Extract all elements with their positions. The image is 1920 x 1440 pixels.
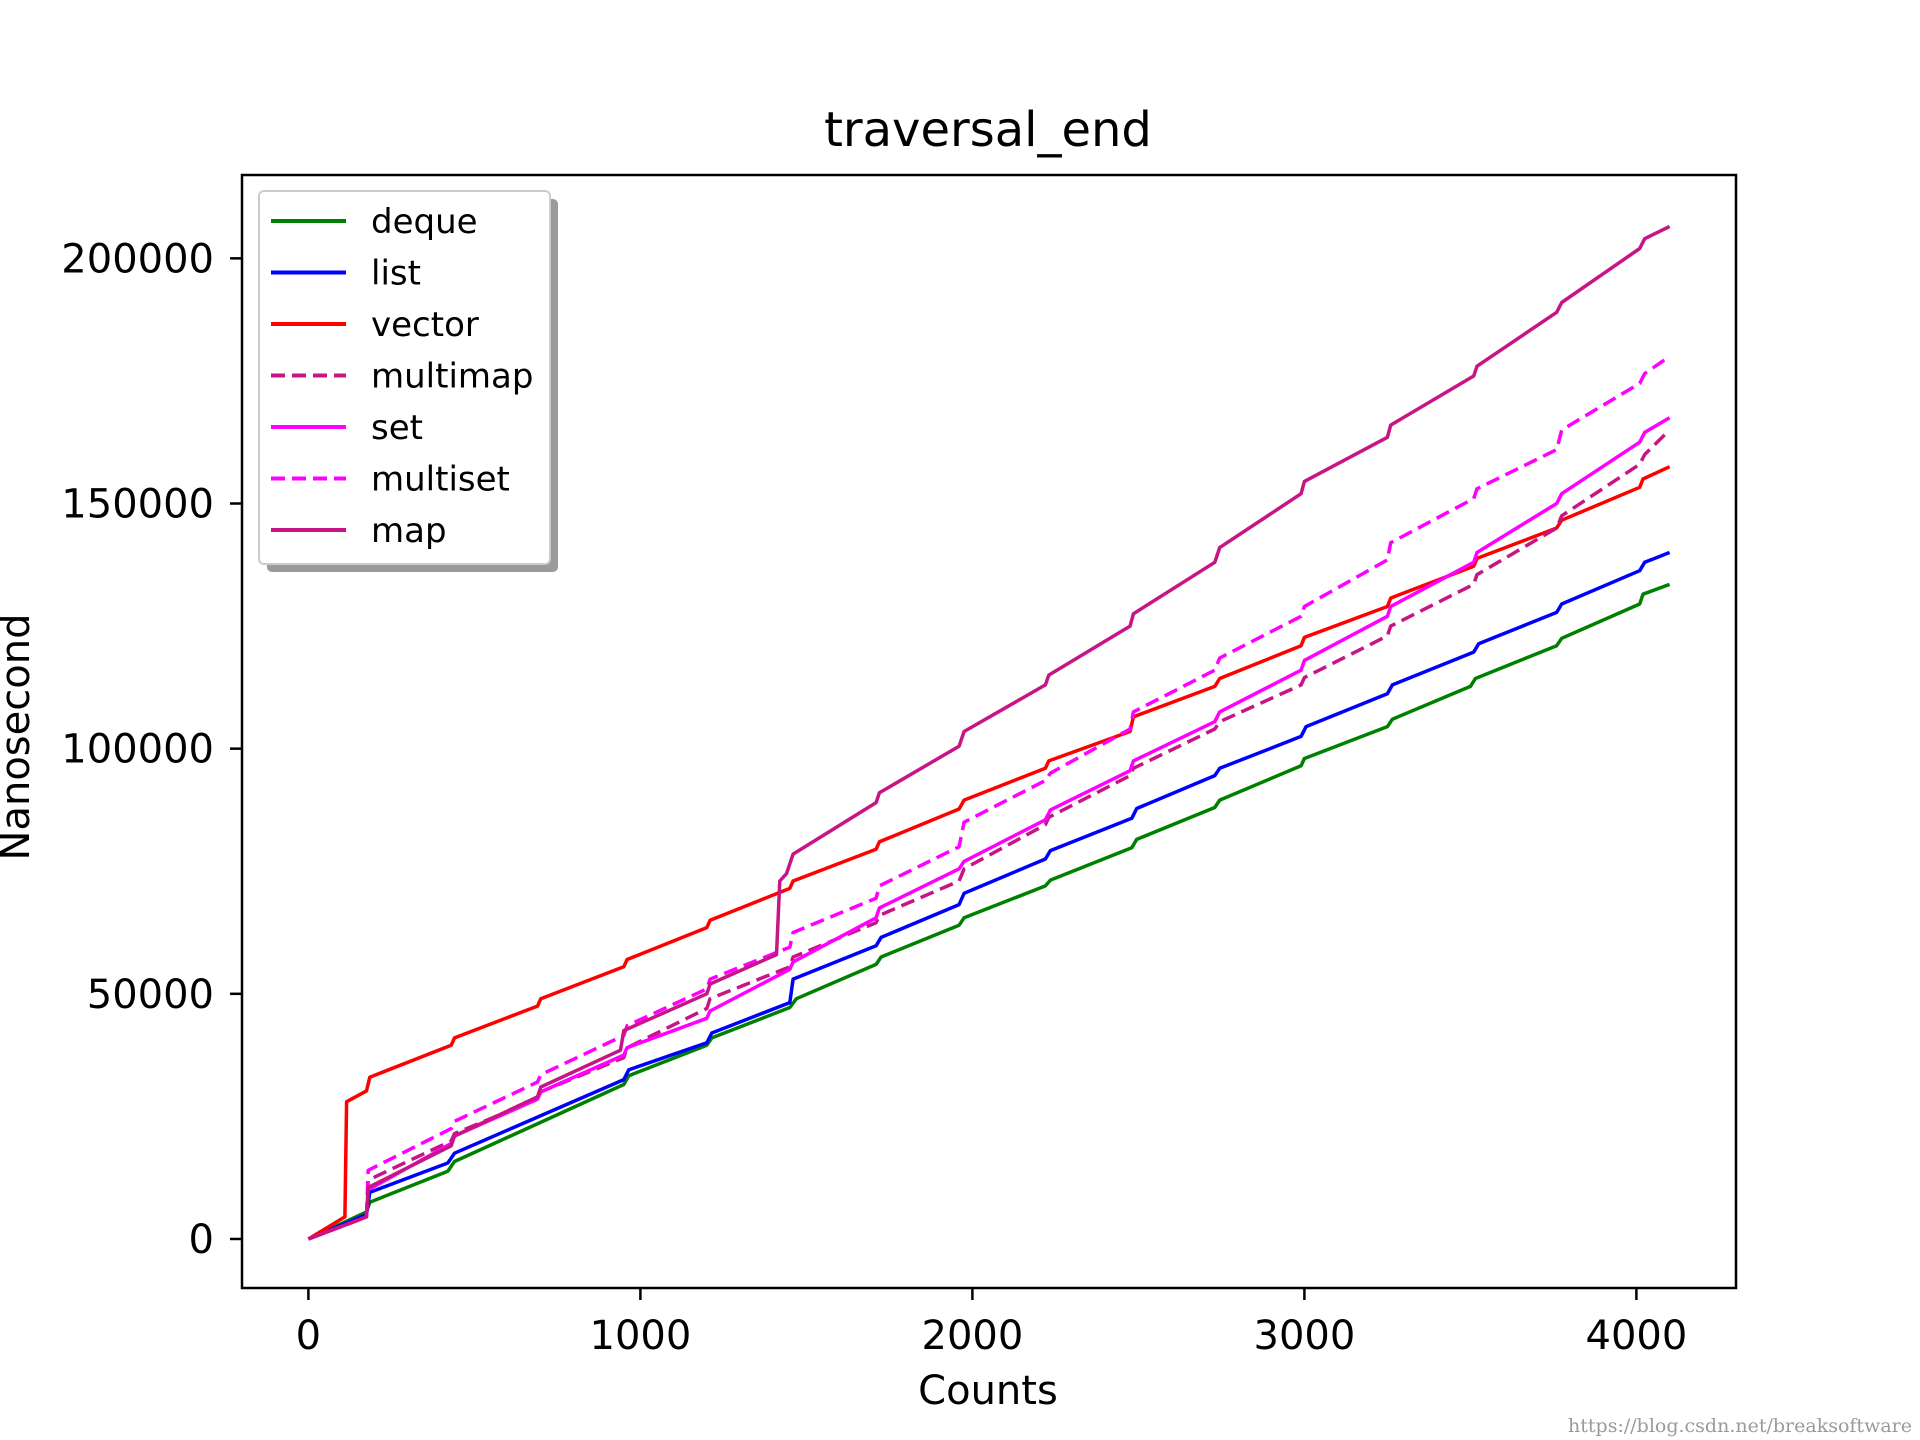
series-line-multiset	[307, 354, 1671, 1241]
series-line-deque	[307, 582, 1671, 1241]
x-tick-label: 0	[296, 1313, 321, 1359]
y-tick-label: 100000	[61, 727, 214, 773]
legend-label-deque: deque	[371, 202, 478, 242]
x-tick-label: 2000	[922, 1313, 1024, 1359]
legend-label-list: list	[371, 254, 421, 294]
legend-label-map: map	[371, 511, 447, 551]
legend-label-multimap: multimap	[371, 357, 533, 397]
series-layer	[307, 224, 1671, 1241]
tick-layer: 0 1000 2000 3000 4000 0 50000 100000 150000 20000…	[61, 236, 1687, 1359]
y-tick-label: 0	[189, 1217, 214, 1263]
x-tick-label: 4000	[1586, 1313, 1688, 1359]
legend: deque list vector multimap set multiset map	[258, 190, 558, 572]
y-tick-label: 150000	[61, 482, 214, 528]
y-tick-label: 200000	[61, 236, 214, 282]
series-line-vector	[307, 465, 1671, 1241]
legend-box	[258, 190, 551, 565]
series-line-list	[307, 550, 1671, 1241]
x-axis-label: Counts	[918, 1368, 1058, 1414]
y-tick-label: 50000	[87, 972, 214, 1018]
legend-label-set: set	[371, 408, 423, 448]
chart-title: traversal_end	[824, 102, 1152, 158]
series-line-multimap	[307, 428, 1671, 1241]
watermark-text: https://blog.csdn.net/breaksoftware	[1568, 1415, 1912, 1437]
legend-label-vector: vector	[371, 305, 479, 345]
y-axis-label: Nanosecond	[0, 614, 39, 861]
x-tick-label: 3000	[1254, 1313, 1356, 1359]
legend-label-multiset: multiset	[371, 460, 510, 500]
x-tick-label: 1000	[590, 1313, 692, 1359]
series-line-map	[307, 224, 1671, 1241]
plot-frame	[240, 173, 1738, 1290]
